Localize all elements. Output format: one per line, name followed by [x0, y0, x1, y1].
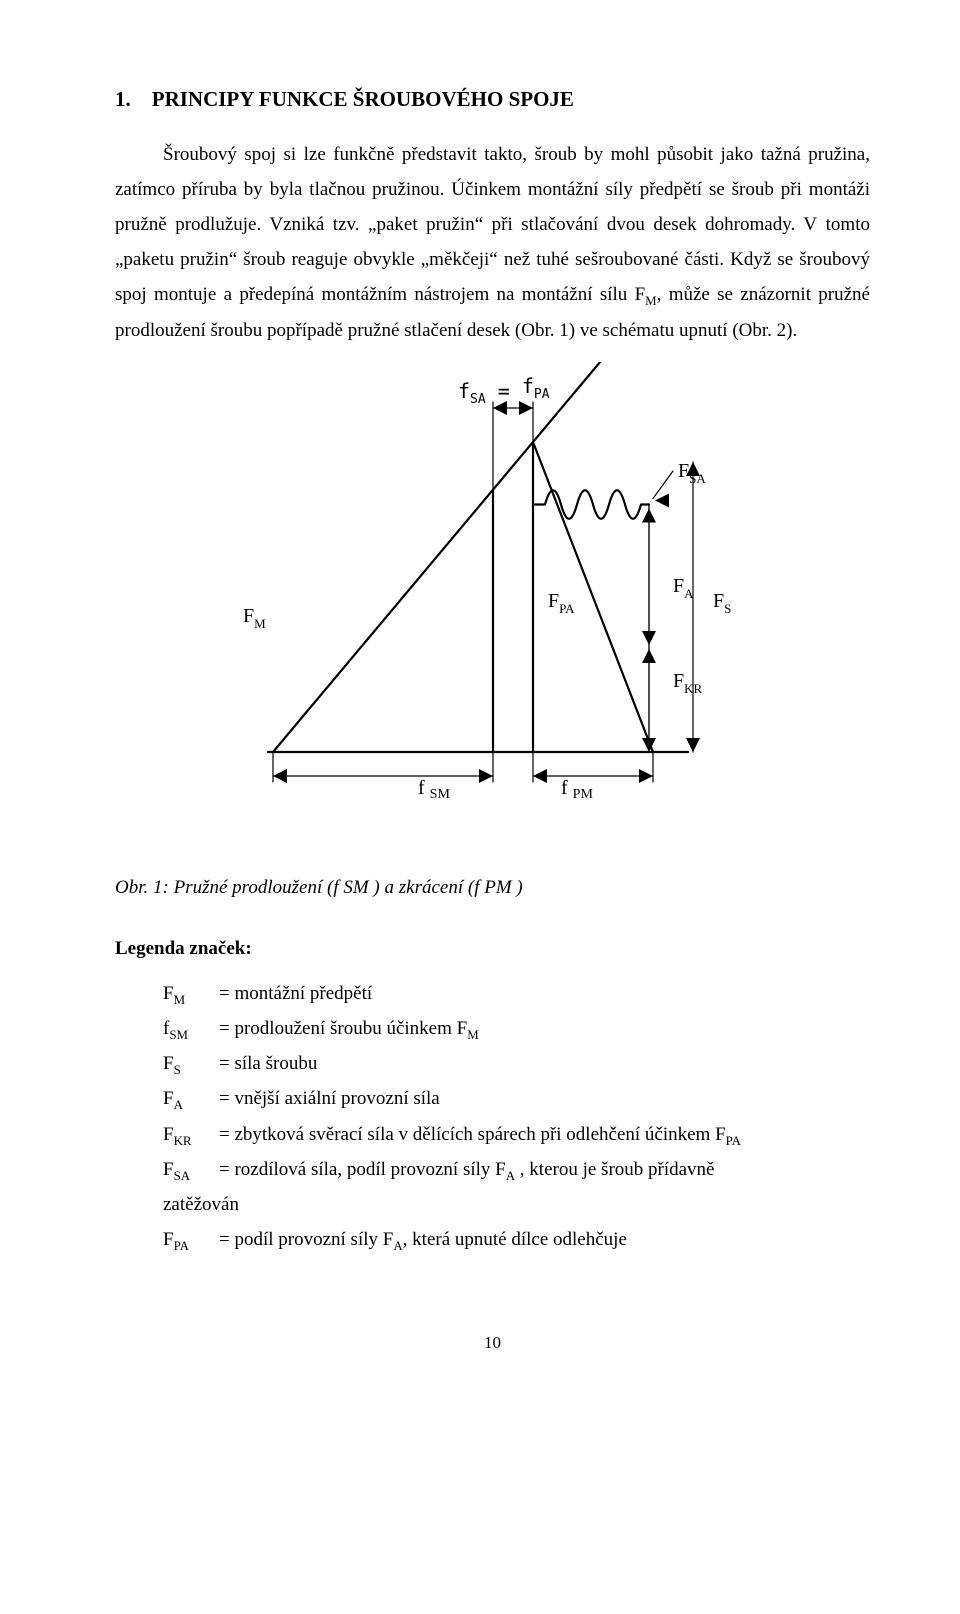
def-text-a: = prodloužení šroubu účinkem F — [219, 1018, 467, 1039]
def-text-a: = rozdílová síla, podíl provozní síly F — [219, 1159, 506, 1180]
legend-symbol: FS — [163, 1046, 219, 1081]
para-sub: M — [645, 293, 656, 308]
sym-sub: SM — [169, 1027, 188, 1042]
svg-text:FA: FA — [673, 575, 694, 601]
legend-symbol: FPA — [163, 1222, 219, 1257]
svg-text:f PM: f PM — [561, 777, 593, 802]
sym-text: F — [163, 1229, 174, 1250]
def-text-a: = podíl provozní síly F — [219, 1229, 393, 1250]
svg-text:FM: FM — [243, 605, 266, 631]
def-sub: PA — [726, 1132, 741, 1147]
legend-list: FM = montážní předpětí fSM = prodloužení… — [163, 976, 870, 1257]
legend-symbol: FSA — [163, 1152, 219, 1187]
def-sub: A — [393, 1238, 402, 1253]
def-text-b: , která upnuté dílce odlehčuje — [403, 1229, 627, 1250]
sym-text: F — [163, 1053, 174, 1074]
svg-text:FPA: FPA — [548, 590, 575, 616]
legend-def: = zbytková svěrací síla v dělících spáre… — [219, 1117, 870, 1152]
figure-caption: Obr. 1: Pružné prodloužení (f SM ) a zkr… — [115, 870, 870, 905]
sym-sub: SA — [174, 1167, 191, 1182]
def-sub: M — [467, 1027, 478, 1042]
legend-row-fsm: fSM = prodloužení šroubu účinkem FM — [163, 1011, 870, 1046]
legend-row-fkr: FKR = zbytková svěrací síla v dělících s… — [163, 1117, 870, 1152]
def-text-a: = zbytková svěrací síla v dělících spáre… — [219, 1124, 726, 1145]
legend-def: = rozdílová síla, podíl provozní síly FA… — [219, 1152, 870, 1187]
sym-text: F — [163, 1159, 174, 1180]
legend-symbol: fSM — [163, 1011, 219, 1046]
sym-sub: S — [174, 1062, 181, 1077]
svg-text:fSA = fPA: fSA = fPA — [458, 374, 550, 407]
legend-def: = vnější axiální provozní síla — [219, 1081, 870, 1116]
sym-sub: A — [174, 1097, 183, 1112]
def-sub: A — [506, 1167, 515, 1182]
def-text-b: , kterou je šroub přídavně — [515, 1159, 714, 1180]
sym-text: F — [163, 1088, 174, 1109]
sym-sub: KR — [174, 1132, 192, 1147]
svg-text:FS: FS — [713, 590, 731, 616]
body-paragraph: Šroubový spoj si lze funkčně představit … — [115, 137, 870, 348]
sym-sub: PA — [174, 1238, 189, 1253]
svg-text:FKR: FKR — [673, 670, 703, 696]
legend-def: = montážní předpětí — [219, 976, 870, 1011]
legend-row-fsa: FSA = rozdílová síla, podíl provozní síl… — [163, 1152, 870, 1187]
legend-row-fpa: FPA = podíl provozní síly FA, která upnu… — [163, 1222, 870, 1257]
legend-heading: Legenda značek: — [115, 931, 870, 966]
sym-text: F — [163, 983, 174, 1004]
page-number: 10 — [115, 1327, 870, 1358]
sym-sub: M — [174, 992, 185, 1007]
legend-row-fs: FS = síla šroubu — [163, 1046, 870, 1081]
svg-text:f SM: f SM — [418, 777, 450, 802]
legend-row-fa: FA = vnější axiální provozní síla — [163, 1081, 870, 1116]
legend-row-fm: FM = montážní předpětí — [163, 976, 870, 1011]
para-text-a: Šroubový spoj si lze funkčně představit … — [115, 144, 870, 306]
legend-def: = podíl provozní síly FA, která upnuté d… — [219, 1222, 870, 1257]
legend-symbol: FA — [163, 1081, 219, 1116]
legend-def: = prodloužení šroubu účinkem FM — [219, 1011, 870, 1046]
figure-diagram: FSAFSFAFKRFPAFMfSA = fPAf SMf PM — [233, 362, 753, 842]
legend-row-fsa-cont: zatěžován — [163, 1187, 870, 1222]
legend-symbol: FM — [163, 976, 219, 1011]
sym-text: F — [163, 1124, 174, 1145]
legend-def: = síla šroubu — [219, 1046, 870, 1081]
section-heading: 1. PRINCIPY FUNKCE ŠROUBOVÉHO SPOJE — [115, 80, 870, 119]
legend-symbol: FKR — [163, 1117, 219, 1152]
